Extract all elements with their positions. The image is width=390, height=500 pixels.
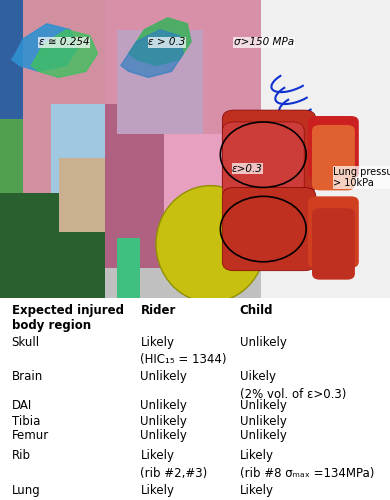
Text: Unlikely: Unlikely <box>140 429 187 442</box>
Text: (rib #2,#3): (rib #2,#3) <box>140 466 207 479</box>
Polygon shape <box>121 30 183 78</box>
Bar <box>58 158 105 232</box>
Text: Skull: Skull <box>12 336 40 349</box>
Bar <box>0 0 12 298</box>
Text: Lung pressure
> 10kPa: Lung pressure > 10kPa <box>333 166 390 188</box>
Bar <box>0 194 105 298</box>
Text: Likely: Likely <box>240 484 274 497</box>
Bar <box>51 104 105 194</box>
Bar <box>0 0 35 119</box>
Text: Unlikely: Unlikely <box>240 415 287 428</box>
Text: Unlikely: Unlikely <box>240 429 287 442</box>
Text: Brain: Brain <box>12 370 43 384</box>
Text: Unlikely: Unlikely <box>140 399 187 412</box>
Bar <box>105 0 261 268</box>
Text: Likely: Likely <box>140 336 174 349</box>
FancyBboxPatch shape <box>222 110 316 194</box>
Ellipse shape <box>156 186 265 302</box>
Text: Likely: Likely <box>240 450 274 462</box>
Bar <box>105 268 261 298</box>
FancyBboxPatch shape <box>308 116 359 178</box>
Polygon shape <box>129 18 191 66</box>
Bar <box>117 238 140 298</box>
Text: Lung: Lung <box>12 484 41 497</box>
Text: Uikely: Uikely <box>240 370 276 384</box>
Bar <box>0 0 105 298</box>
Text: Unlikely: Unlikely <box>140 415 187 428</box>
FancyBboxPatch shape <box>308 196 359 268</box>
FancyBboxPatch shape <box>222 188 316 270</box>
Polygon shape <box>31 30 98 78</box>
FancyBboxPatch shape <box>312 208 355 280</box>
Text: Unlikely: Unlikely <box>240 399 287 412</box>
FancyBboxPatch shape <box>312 125 355 190</box>
Text: ε>0.3: ε>0.3 <box>232 164 263 173</box>
FancyBboxPatch shape <box>222 122 304 200</box>
Text: DAI: DAI <box>12 399 32 412</box>
Text: Likely: Likely <box>140 450 174 462</box>
Text: Rib: Rib <box>12 450 31 462</box>
Text: ε ≅ 0.254: ε ≅ 0.254 <box>39 37 90 47</box>
Text: ε > 0.3: ε > 0.3 <box>148 37 186 47</box>
Text: Expected injured
body region: Expected injured body region <box>12 304 124 332</box>
Text: Likely: Likely <box>140 484 174 497</box>
Text: Unlikely: Unlikely <box>140 370 187 384</box>
Text: (2% vol. of ε>0.3): (2% vol. of ε>0.3) <box>240 388 346 400</box>
Bar <box>23 0 105 194</box>
Bar <box>105 104 164 268</box>
Bar <box>164 134 261 268</box>
Text: Femur: Femur <box>12 429 49 442</box>
Bar <box>0 119 35 194</box>
Text: (HIC₁₅ = 1344): (HIC₁₅ = 1344) <box>140 353 227 366</box>
Polygon shape <box>12 24 78 72</box>
Text: σ>150 MPa: σ>150 MPa <box>234 37 294 47</box>
Text: Child: Child <box>240 304 273 316</box>
Text: (rib #8 σₘₐₓ =134MPa): (rib #8 σₘₐₓ =134MPa) <box>240 466 374 479</box>
Text: Rider: Rider <box>140 304 176 316</box>
Text: Tibia: Tibia <box>12 415 40 428</box>
Text: Unlikely: Unlikely <box>240 336 287 349</box>
Bar <box>117 30 203 134</box>
Bar <box>12 0 16 298</box>
